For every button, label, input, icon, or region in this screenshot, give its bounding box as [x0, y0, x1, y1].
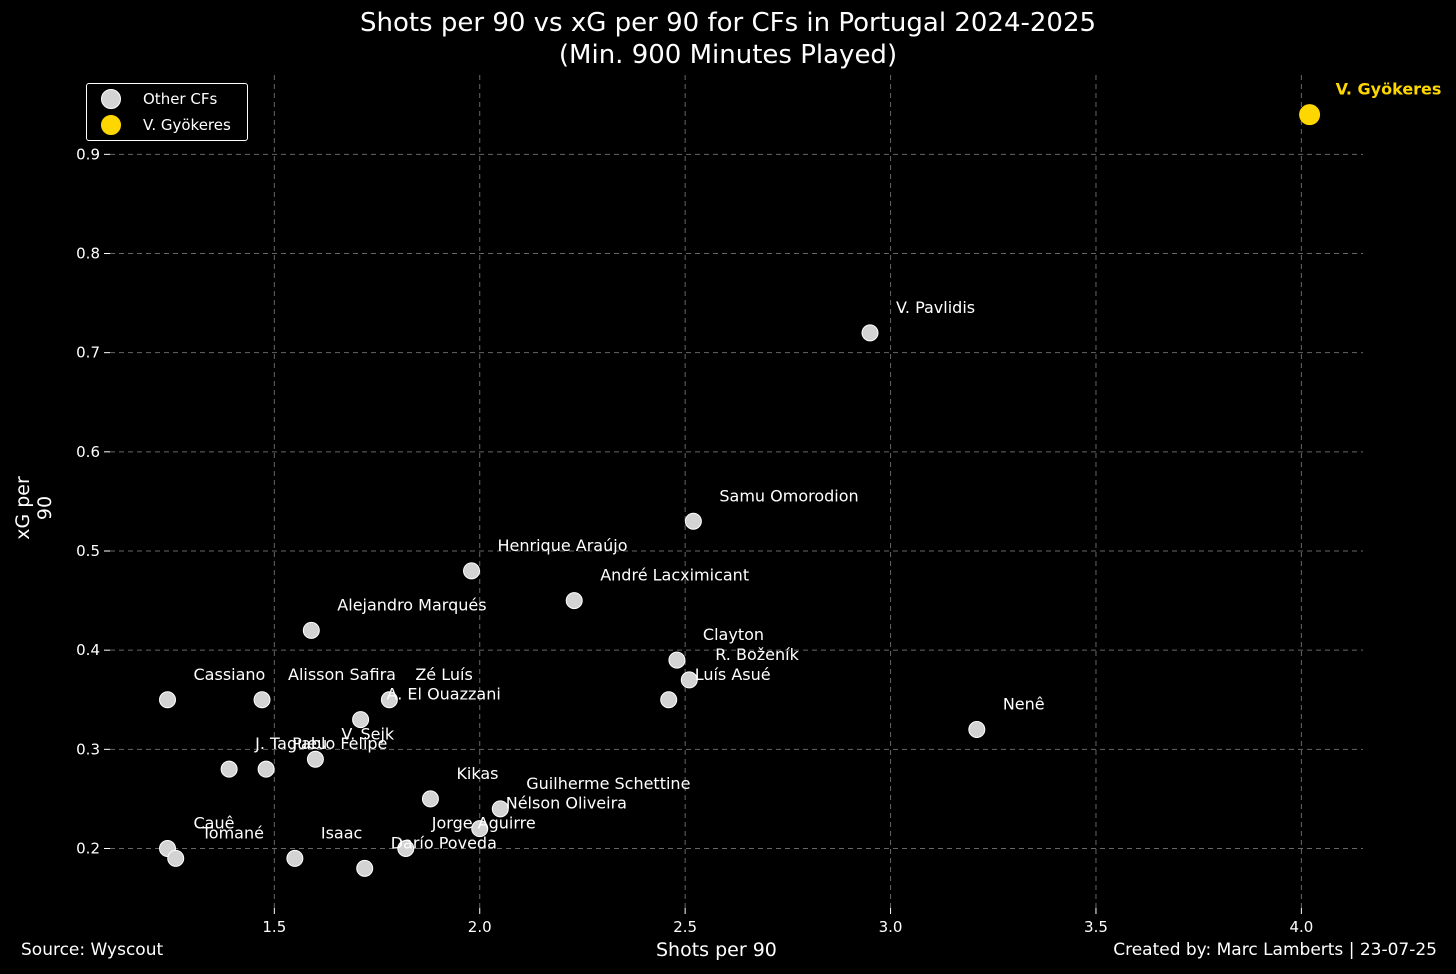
x-tick-label: 3.5 [1084, 918, 1108, 936]
y-tick-label: 0.7 [76, 344, 100, 362]
scatter-point [352, 711, 370, 729]
credit-note: Created by: Marc Lamberts | 23-07-25 [1113, 940, 1437, 960]
point-label: Tomané [201, 823, 264, 842]
scatter-point [159, 691, 177, 709]
x-tick-label: 2.5 [673, 918, 697, 936]
scatter-point [286, 849, 304, 867]
legend-label-others: Other CFs [143, 90, 218, 108]
y-tick-label: 0.9 [76, 145, 100, 163]
scatter-point [968, 721, 986, 738]
point-label: A. El Ouazzani [387, 685, 501, 704]
point-label: V. Pavlidis [896, 298, 975, 317]
point-label: Jorge Aguirre [431, 814, 536, 833]
chart-title-line2: (Min. 900 Minutes Played) [558, 40, 898, 70]
point-labels: V. Pavlidis Samu Omorodion Henrique Araújo… [194, 80, 1442, 853]
chart-legend: Other CFs V. Gyökeres [86, 83, 248, 141]
scatter-point [660, 691, 678, 709]
scatter-point [421, 790, 439, 808]
point-label: Nenê [1003, 695, 1045, 714]
scatter-point [565, 592, 583, 610]
point-label: Samu Omorodion [719, 486, 858, 505]
scatter-point [680, 671, 698, 689]
point-label: Guilherme Schettine [526, 774, 690, 793]
y-axis-title: xG per 90 [12, 476, 56, 540]
x-tick-label: 3.0 [879, 918, 903, 936]
scatter-point [491, 800, 509, 818]
y-tick-label: 0.5 [76, 542, 100, 560]
scatter-point [356, 859, 374, 877]
chart-title-line1: Shots per 90 vs xG per 90 for CFs in Por… [359, 8, 1097, 38]
point-label: Henrique Araújo [498, 536, 628, 555]
point-label: V. Sejk [341, 724, 395, 743]
point-label: Nélson Oliveira [506, 794, 627, 813]
source-note: Source: Wyscout [21, 940, 164, 960]
y-tick-label: 0.8 [76, 245, 100, 263]
highlight-point [1299, 104, 1321, 126]
scatter-point [306, 750, 324, 768]
axis-ticks: 1.5 2.0 2.5 3.0 3.5 4.0 0.2 0.3 0.4 0.5 0.6 0.7 0.8 0… [76, 145, 1313, 936]
y-tick-label: 0.4 [76, 641, 100, 659]
point-label: Darío Poveda [391, 833, 497, 852]
x-tick-label: 1.5 [262, 918, 286, 936]
point-label: J. Tagueu [254, 734, 327, 753]
scatter-point [471, 820, 489, 838]
legend-marker-others [101, 89, 121, 109]
scatter-point [167, 849, 185, 867]
point-label: Isaac [321, 823, 362, 842]
scatter-point [302, 621, 320, 639]
scatter-point [668, 651, 686, 669]
point-label: Kikas [456, 764, 498, 783]
y-tick-label: 0.3 [76, 740, 100, 758]
y-tick-label: 0.6 [76, 443, 100, 461]
x-tick-label: 2.0 [468, 918, 492, 936]
point-label: Cassiano [194, 665, 266, 684]
grid-lines [110, 75, 1363, 908]
point-label: Pablo Felipe [292, 734, 387, 753]
y-tick-label: 0.2 [76, 840, 100, 858]
legend-marker-highlight [101, 115, 121, 135]
point-label: Alisson Safira [288, 665, 396, 684]
scatter-point [397, 840, 415, 857]
scatter-point [861, 324, 879, 342]
scatter-point [257, 760, 275, 778]
point-label: André Lacximicant [600, 566, 749, 585]
x-axis-title: Shots per 90 [656, 939, 777, 961]
point-label: Clayton [703, 625, 764, 644]
scatter-point [463, 562, 481, 580]
legend-label-highlight: V. Gyökeres [143, 116, 231, 134]
point-label: R. Boženík [715, 645, 799, 664]
scatter-point [253, 691, 271, 709]
point-label: Alejandro Marqués [337, 595, 486, 614]
scatter-point [220, 760, 238, 778]
legend-item-highlight: V. Gyökeres [87, 113, 231, 137]
point-label: Cauê [194, 814, 235, 833]
data-points [159, 104, 1321, 877]
x-tick-label: 4.0 [1289, 918, 1313, 936]
legend-item-others: Other CFs [87, 87, 217, 111]
point-label: Zé Luís [415, 665, 472, 684]
scatter-point [380, 691, 398, 709]
scatter-point [684, 512, 702, 530]
point-label: Luís Asué [695, 665, 771, 684]
highlight-point-label: V. Gyökeres [1336, 80, 1442, 99]
